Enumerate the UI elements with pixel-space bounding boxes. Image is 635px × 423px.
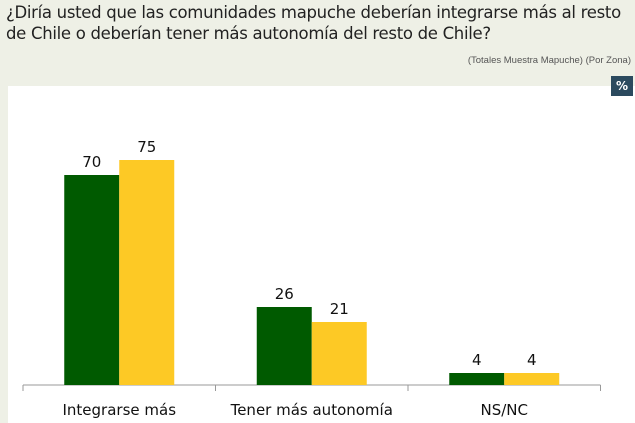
data-label: 4 <box>472 351 482 369</box>
data-label: 26 <box>275 285 294 303</box>
bar <box>256 307 312 385</box>
chart-subtitle: (Totales Muestra Mapuche) (Por Zona) <box>467 55 631 66</box>
bar <box>504 373 560 385</box>
bar <box>449 373 505 385</box>
category-label: NS/NC <box>481 401 529 419</box>
percent-badge: % <box>611 76 633 96</box>
bar <box>119 160 175 385</box>
data-label: 75 <box>137 138 156 156</box>
bar <box>311 322 367 385</box>
chart-title: ¿Diría usted que las comunidades mapuche… <box>6 3 621 43</box>
data-label: 4 <box>527 351 537 369</box>
category-label: Integrarse más <box>62 401 176 419</box>
category-label: Tener más autonomía <box>230 401 393 419</box>
data-label: 21 <box>330 300 349 318</box>
data-label: 70 <box>82 153 101 171</box>
bar <box>64 175 120 385</box>
